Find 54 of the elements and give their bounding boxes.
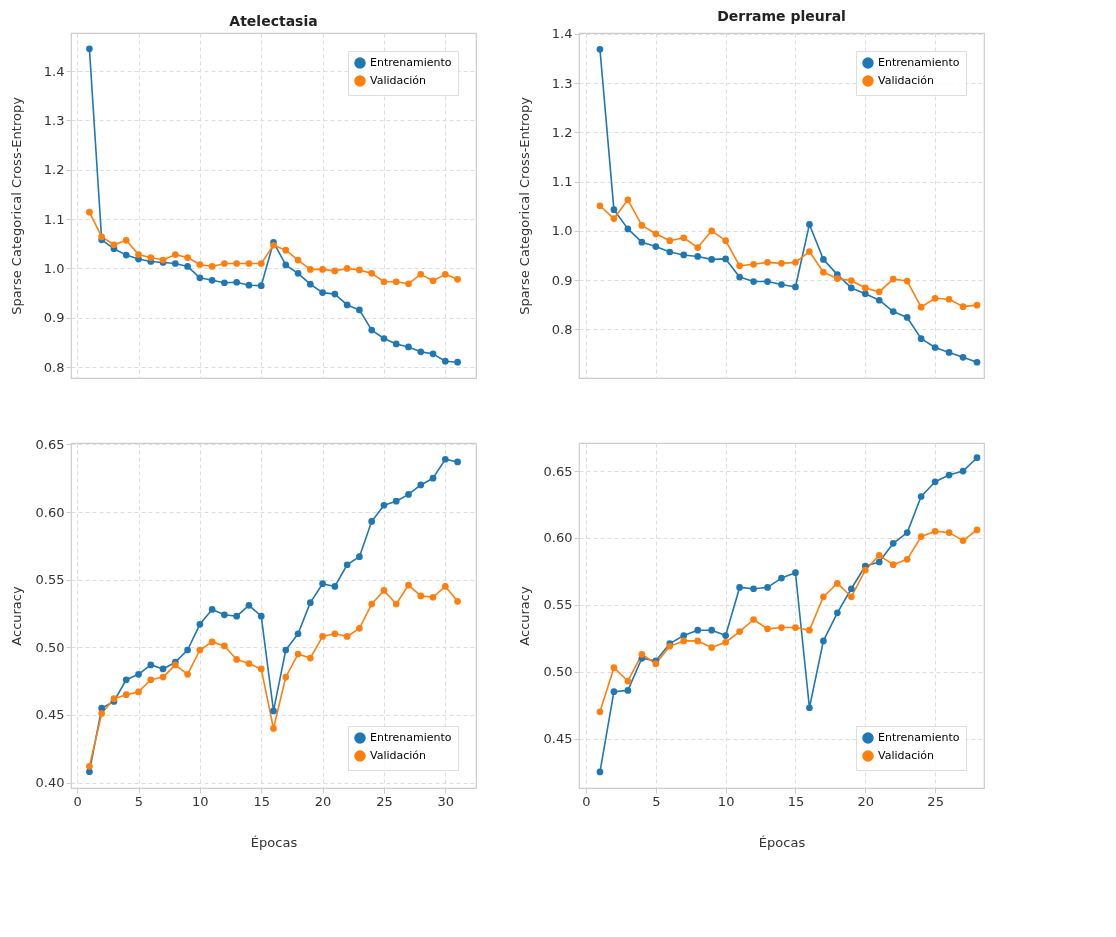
x-tick-label: 20 <box>314 793 332 809</box>
legend-label: Entrenamiento <box>370 56 452 69</box>
legend-label: Entrenamiento <box>370 731 452 744</box>
y-tick-label: 0.65 <box>543 463 573 479</box>
legend-label: Validación <box>878 74 935 87</box>
y-tick-label: 0.65 <box>35 436 65 452</box>
y-tick-label: 0.50 <box>35 639 65 655</box>
y-tick-label: 1.4 <box>551 26 573 42</box>
y-tick-label: 1.2 <box>43 162 65 178</box>
x-tick-label: 25 <box>927 793 944 809</box>
legend-label: Validación <box>370 74 427 87</box>
y-tick-label: 0.60 <box>35 504 65 520</box>
x-tick-label: 10 <box>717 793 735 809</box>
x-tick-label: 0 <box>73 793 82 809</box>
legend-label: Entrenamiento <box>878 731 960 744</box>
y-tick-label: 0.9 <box>43 310 65 326</box>
y-tick-label: 1.0 <box>43 260 65 276</box>
y-tick-label: 0.55 <box>35 572 65 588</box>
chart-title: Derrame pleural <box>717 7 846 24</box>
legend-label: Validación <box>878 749 935 762</box>
y-tick-label: 1.1 <box>43 211 65 227</box>
y-tick-label: 1.1 <box>551 174 573 190</box>
y-tick-label: 0.50 <box>543 664 573 680</box>
x-tick-label: 20 <box>857 793 875 809</box>
y-tick-label: 0.8 <box>551 321 573 337</box>
x-tick-label: 0 <box>582 793 591 809</box>
y-tick-label: 1.2 <box>551 124 573 140</box>
y-axis-title: Accuracy <box>8 586 24 646</box>
y-tick-label: 0.45 <box>543 731 573 747</box>
legend-label: Entrenamiento <box>878 56 960 69</box>
x-tick-label: 15 <box>253 793 270 809</box>
y-tick-label: 0.40 <box>35 775 65 791</box>
y-tick-label: 1.4 <box>43 63 65 79</box>
x-tick-label: 25 <box>376 793 393 809</box>
y-tick-label: 0.8 <box>43 359 65 375</box>
y-tick-label: 0.45 <box>35 707 65 723</box>
y-tick-label: 0.9 <box>551 272 573 288</box>
x-axis-title: Épocas <box>250 834 298 850</box>
y-axis-title: Sparse Categorical Cross-Entropy <box>8 96 24 315</box>
x-tick-label: 30 <box>437 793 455 809</box>
y-tick-label: 0.55 <box>543 597 573 613</box>
y-axis-title: Sparse Categorical Cross-Entropy <box>516 96 532 315</box>
y-tick-label: 1.3 <box>43 112 65 128</box>
x-tick-label: 5 <box>652 793 661 809</box>
legend-label: Validación <box>370 749 427 762</box>
y-tick-label: 0.60 <box>543 530 573 546</box>
y-axis-title: Accuracy <box>516 586 532 646</box>
y-tick-label: 1.3 <box>551 75 573 91</box>
chart-title: Atelectasia <box>229 13 318 29</box>
x-tick-label: 10 <box>192 793 209 809</box>
y-tick-label: 1.0 <box>551 223 573 239</box>
x-axis-title: Épocas <box>758 834 806 850</box>
x-tick-label: 15 <box>787 793 805 809</box>
x-tick-label: 5 <box>134 793 144 809</box>
